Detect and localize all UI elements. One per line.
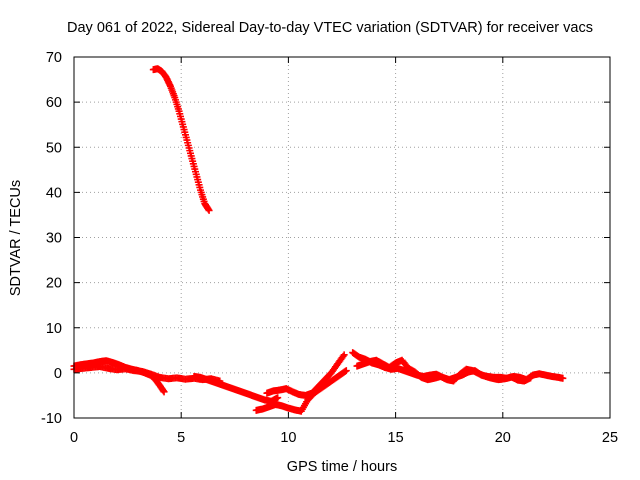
y-axis-label: SDTVAR / TECUs	[8, 180, 24, 296]
y-tick-label: 10	[46, 321, 62, 337]
x-axis-label: GPS time / hours	[287, 459, 397, 475]
data-point-marker	[205, 206, 213, 214]
chart-title: Day 061 of 2022, Sidereal Day-to-day VTE…	[67, 20, 593, 36]
y-tick-label: 30	[46, 231, 62, 247]
x-tick-label: 10	[280, 430, 296, 446]
y-tick-label: 40	[46, 185, 62, 201]
axis-ticks	[73, 56, 611, 419]
y-tick-labels: -10 0 10 20 30 40 50 60 70	[41, 50, 62, 427]
x-tick-label: 0	[70, 430, 78, 446]
y-tick-label: -10	[41, 411, 62, 427]
y-tick-label: 70	[46, 50, 62, 66]
data-point-marker	[340, 351, 348, 359]
x-tick-labels: 0 5 10 15 20 25	[70, 430, 618, 446]
data-point-marker	[342, 367, 350, 375]
x-tick-label: 15	[388, 430, 404, 446]
data-points	[70, 65, 567, 415]
x-tick-label: 20	[495, 430, 511, 446]
data-point-marker	[559, 374, 567, 382]
data-point-marker	[527, 374, 535, 382]
x-tick-label: 25	[602, 430, 618, 446]
y-tick-label: 0	[54, 366, 62, 382]
x-tick-label: 5	[177, 430, 185, 446]
y-tick-label: 50	[46, 140, 62, 156]
data-point-marker	[160, 388, 168, 396]
data-point-marker	[274, 394, 282, 402]
grid-lines	[74, 57, 610, 418]
y-tick-label: 60	[46, 95, 62, 111]
y-tick-label: 20	[46, 276, 62, 292]
data-point-marker	[339, 352, 347, 360]
